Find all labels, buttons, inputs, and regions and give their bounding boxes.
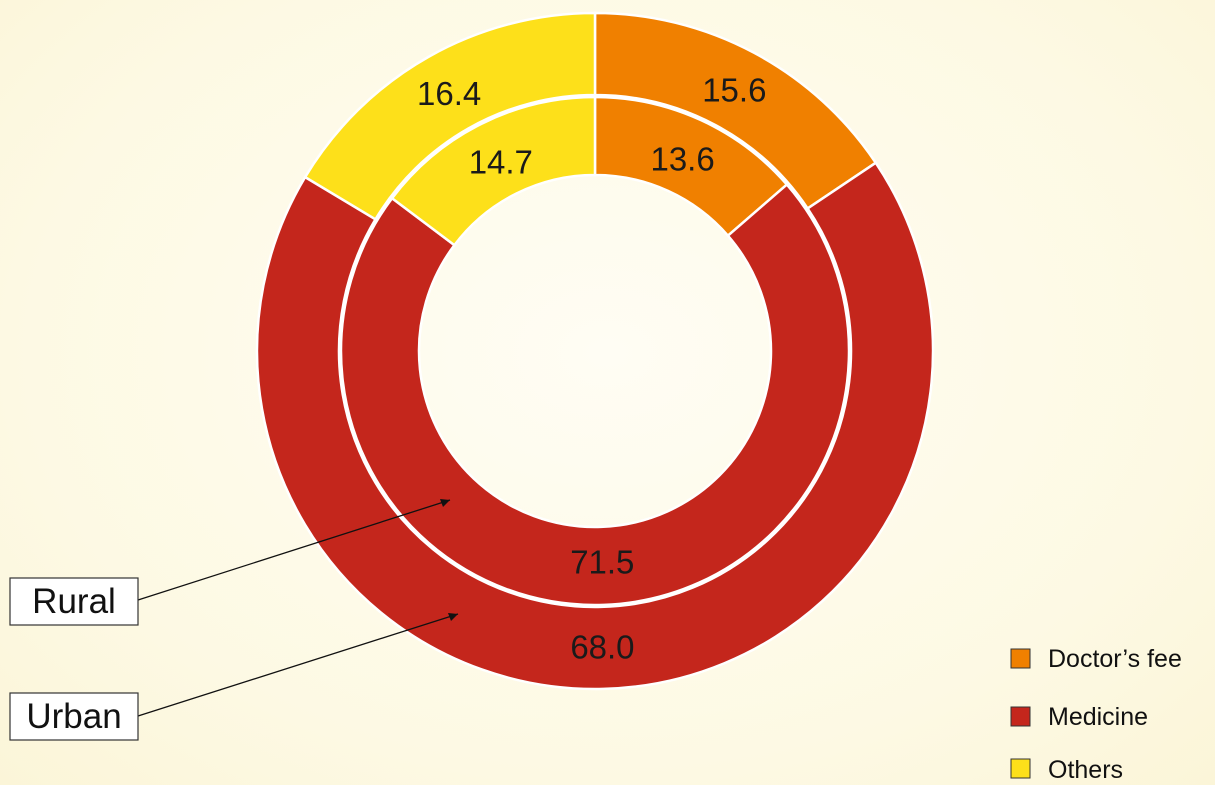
urban-label-box — [9, 692, 139, 741]
legend-swatch-others — [1010, 758, 1031, 779]
urban-value-others: 16.4 — [417, 75, 481, 112]
urban-slice-medicine — [255, 161, 935, 691]
legend-swatch-medicine — [1010, 706, 1031, 727]
rural-slice-medicine — [339, 182, 851, 607]
rural-slice-others — [390, 95, 597, 247]
rural-callout-arrowhead — [440, 499, 450, 507]
rural-value-doctor-s-fee: 13.6 — [650, 141, 714, 178]
rural-value-others: 14.7 — [469, 144, 533, 181]
rural-value-medicine: 71.5 — [570, 543, 634, 580]
rural-label: Rural — [32, 582, 116, 621]
legend: Doctor’s fee Medicine Others — [1010, 645, 1182, 784]
series-callouts: Rural Urban — [9, 499, 459, 741]
donut-rings — [255, 11, 935, 691]
rural-callout-line — [137, 499, 451, 601]
legend-label-others: Others — [1048, 756, 1123, 784]
value-labels: 13.6 71.5 14.7 15.6 68.0 16.4 — [417, 71, 766, 665]
legend-label-doctors-fee: Doctor’s fee — [1048, 645, 1182, 673]
rural-label-box — [9, 577, 139, 626]
urban-label: Urban — [26, 697, 121, 736]
urban-value-medicine: 68.0 — [570, 628, 634, 665]
legend-label-medicine: Medicine — [1048, 703, 1148, 731]
urban-callout-line — [137, 613, 459, 717]
legend-swatch-doctors-fee — [1010, 648, 1031, 669]
urban-slice-others — [303, 11, 597, 222]
urban-value-doctor-s-fee: 15.6 — [702, 71, 766, 108]
urban-callout-arrowhead — [448, 613, 458, 621]
